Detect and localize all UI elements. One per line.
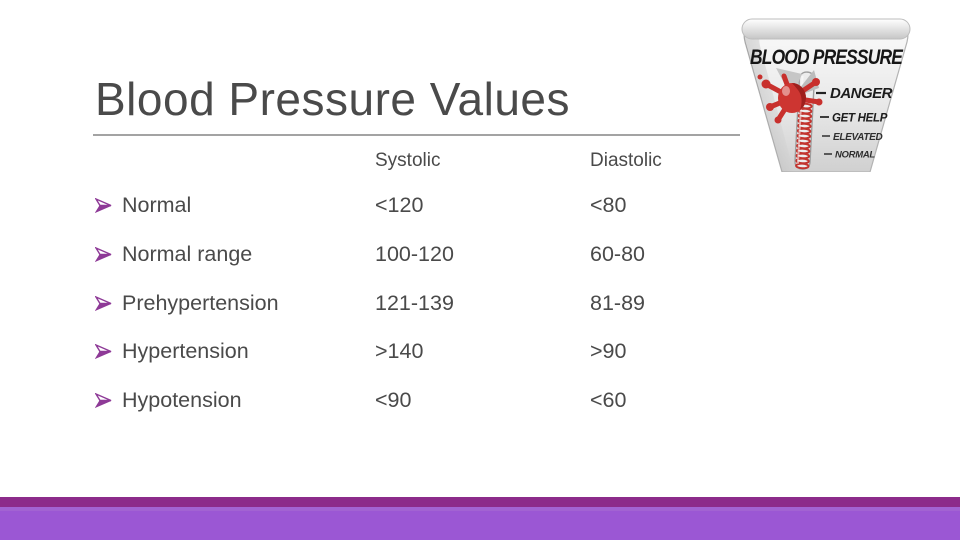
systolic-value: <90: [375, 388, 412, 412]
gauge-body-shading: [744, 20, 794, 172]
page-title: Blood Pressure Values: [95, 73, 571, 125]
systolic-value: <120: [375, 193, 424, 217]
title-underline: [93, 134, 740, 136]
table-row: Prehypertension 121-139 81-89: [0, 291, 960, 325]
footer-accent-stripe: [0, 497, 960, 507]
footer-bar: [0, 511, 960, 540]
blood-pressure-gauge-image: BLOOD PRESSURE: [741, 18, 911, 172]
diastolic-value: >90: [590, 339, 627, 363]
systolic-value: 121-139: [375, 291, 454, 315]
column-header-diastolic: Diastolic: [590, 150, 662, 171]
arrow-bullet-icon: [95, 247, 112, 262]
gauge-label-elevated: ELEVATED: [833, 132, 883, 143]
arrow-bullet-icon: [95, 393, 112, 408]
row-label: Hypotension: [122, 388, 242, 412]
gauge-top-bevel: [741, 18, 911, 40]
gauge-title: BLOOD PRESSURE: [750, 46, 904, 69]
row-label: Normal: [122, 193, 192, 217]
row-label: Hypertension: [122, 339, 249, 363]
footer-accent-band: [0, 507, 960, 511]
arrow-bullet-icon: [95, 198, 112, 213]
systolic-value: 100-120: [375, 242, 454, 266]
diastolic-value: 81-89: [590, 291, 645, 315]
diastolic-value: <60: [590, 388, 627, 412]
table-row: Hypotension <90 <60: [0, 388, 960, 422]
gauge-label-get-help: GET HELP: [832, 113, 888, 125]
table-row: Hypertension >140 >90: [0, 339, 960, 373]
gauge-label-danger: DANGER: [830, 85, 893, 102]
arrow-bullet-icon: [95, 344, 112, 359]
table-row: Normal <120 <80: [0, 193, 960, 227]
blood-splat-icon: [757, 68, 823, 124]
diastolic-value: <80: [590, 193, 627, 217]
column-header-systolic: Systolic: [375, 150, 441, 171]
diastolic-value: 60-80: [590, 242, 645, 266]
arrow-bullet-icon: [95, 296, 112, 311]
systolic-value: >140: [375, 339, 424, 363]
table-row: Normal range 100-120 60-80: [0, 242, 960, 276]
row-label: Normal range: [122, 242, 253, 266]
row-label: Prehypertension: [122, 291, 279, 315]
gauge-label-normal: NORMAL: [835, 150, 875, 161]
